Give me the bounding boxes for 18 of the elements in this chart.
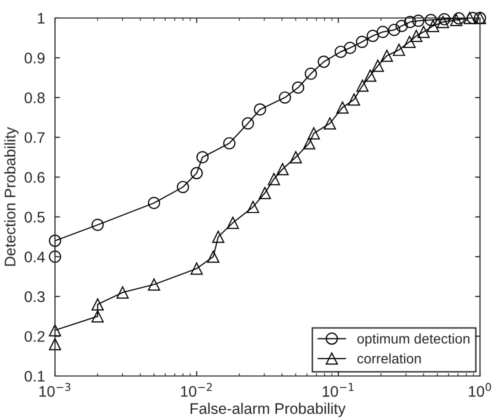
y-tick-label: 0.9 — [24, 52, 45, 64]
y-tick-label: 0.3 — [24, 291, 45, 302]
y-tick-label: 0.5 — [24, 212, 45, 223]
legend-label: correlation — [357, 353, 421, 364]
y-tick-label: 0.4 — [24, 252, 45, 262]
x-tick-label: 10$^{−3}$ — [39, 382, 70, 397]
y-tick-label: 0.7 — [24, 132, 45, 144]
y-tick-label: 1 — [38, 13, 45, 24]
y-tick-label: 0.1 — [24, 370, 45, 382]
y-tick-label: 0.6 — [24, 172, 45, 183]
x-axis-title: False-alarm Probability — [190, 402, 346, 417]
x-tick-label: 10$^{0}$ — [468, 382, 492, 397]
legend-label: optimum detection — [357, 333, 470, 346]
x-tick-label: 10$^{−2}$ — [181, 382, 212, 397]
y-tick-label: 0.8 — [24, 92, 45, 104]
y-tick-label: 0.2 — [24, 331, 45, 342]
y-axis-title: Detection Probability — [4, 126, 18, 266]
x-tick-label: 10$^{−1}$ — [322, 383, 354, 397]
